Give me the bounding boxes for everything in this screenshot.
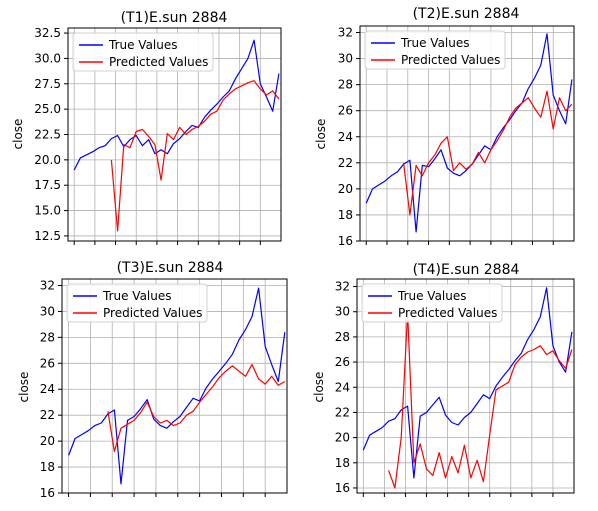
chart-1-y-tick-label: 20.0 xyxy=(34,153,61,167)
chart-4-y-tick-label: 22 xyxy=(335,405,350,419)
chart-1-title: (T1)E.sun 2884 xyxy=(121,10,228,26)
chart-4-legend-box xyxy=(361,283,503,323)
chart-4-legend-label: Predicted Values xyxy=(398,306,497,320)
chart-2-axes-frame xyxy=(359,25,575,242)
chart-3-series-true-line xyxy=(68,287,286,485)
chart-4-y-axis-label: close xyxy=(312,372,326,403)
chart-1-series-true-line xyxy=(73,39,280,171)
chart-3-axes-frame xyxy=(61,278,288,494)
chart-3-legend-label: Predicted Values xyxy=(103,306,202,320)
chart-3-y-tick-label: 26 xyxy=(40,356,55,370)
chart-1-y-tick-label: 32.5 xyxy=(34,26,61,40)
chart-2-y-tick-label: 24 xyxy=(338,130,353,144)
chart-1-y-axis-label: close xyxy=(11,119,25,150)
chart-2-legend-box xyxy=(364,30,506,70)
chart-1-legend-box xyxy=(72,32,214,72)
chart-2-y-tick-label: 28 xyxy=(338,78,353,92)
chart-1-legend-label: Predicted Values xyxy=(109,55,208,69)
chart-1-y-tick-label: 22.5 xyxy=(34,128,61,142)
chart-3-y-tick-label: 32 xyxy=(40,278,55,292)
chart-4-series-true-line xyxy=(362,287,573,479)
chart-2-y-tick-label: 26 xyxy=(338,104,353,118)
chart-1-series-predicted-line xyxy=(110,80,280,232)
chart-2-legend-label: Predicted Values xyxy=(401,53,500,67)
chart-1-y-tick-label: 30.0 xyxy=(34,51,61,65)
chart-4-axes-frame xyxy=(356,278,575,494)
chart-3-y-tick-label: 20 xyxy=(40,434,55,448)
chart-4-legend-label: True Values xyxy=(397,289,467,303)
chart-3-y-tick-label: 30 xyxy=(40,304,55,318)
chart-3-title: (T3)E.sun 2884 xyxy=(117,260,224,276)
chart-1-axes-frame xyxy=(67,27,282,242)
chart-2-y-axis-label: close xyxy=(314,119,328,150)
chart-4-y-tick-label: 26 xyxy=(335,355,350,369)
chart-3-legend: True Values Predicted Values xyxy=(66,283,208,323)
chart-3-legend-label: True Values xyxy=(102,289,172,303)
chart-4-y-tick-label: 24 xyxy=(335,380,350,394)
chart-1-y-tick-label: 25.0 xyxy=(34,102,61,116)
chart-2-y-tick-label: 18 xyxy=(338,208,353,222)
chart-3-y-axis-label: close xyxy=(17,372,31,403)
chart-4-title: (T4)E.sun 2884 xyxy=(413,262,520,278)
chart-2-y-tick-label: 30 xyxy=(338,52,353,66)
chart-1-y-tick-label: 27.5 xyxy=(34,77,61,91)
chart-4-y-tick-label: 18 xyxy=(335,456,350,470)
chart-1-y-tick-label: 12.5 xyxy=(34,229,61,243)
chart-4-series-predicted-line xyxy=(388,312,573,489)
chart-3-series-predicted-line xyxy=(107,364,286,453)
chart-1-legend-label: True Values xyxy=(108,38,178,52)
chart-1-legend: True Values Predicted Values xyxy=(72,32,214,72)
chart-2-y-tick-label: 16 xyxy=(338,234,353,248)
chart-2: 16 18 20 22 24 26 28 30 32 (T2)E.sun 2884 close Tru… xyxy=(314,6,575,248)
chart-1-y-tick-label: 17.5 xyxy=(34,178,61,192)
chart-4-y-tick-label: 30 xyxy=(335,305,350,319)
chart-2-y-tick-label: 20 xyxy=(338,182,353,196)
chart-1: 12.5 15.0 17.5 20.0 22.5 25.0 27.5 30.0 32.5 (T1)… xyxy=(11,10,282,245)
chart-4-y-tick-label: 28 xyxy=(335,330,350,344)
chart-3-y-tick-label: 22 xyxy=(40,408,55,422)
chart-3-y-tick-label: 24 xyxy=(40,382,55,396)
chart-3: 16 18 20 22 24 26 28 30 32 (T3)E.sun 2884 close Tru… xyxy=(17,260,288,500)
chart-2-legend: True Values Predicted Values xyxy=(364,30,506,70)
chart-2-y-tick-label: 32 xyxy=(338,26,353,40)
chart-4-y-tick-label: 32 xyxy=(335,280,350,294)
chart-2-y-tick-label: 22 xyxy=(338,156,353,170)
chart-4-legend: True Values Predicted Values xyxy=(361,283,503,323)
chart-1-y-tick-label: 15.0 xyxy=(34,204,61,218)
chart-4: 16 18 20 22 24 26 28 30 32 (T4)E.sun 2884 close Tru… xyxy=(312,262,575,497)
chart-2-legend-label: True Values xyxy=(400,36,470,50)
chart-3-y-tick-label: 28 xyxy=(40,330,55,344)
chart-2-title: (T2)E.sun 2884 xyxy=(413,6,520,22)
chart-3-legend-box xyxy=(66,283,208,323)
chart-2-series-predicted-line xyxy=(403,90,573,216)
chart-3-y-tick-label: 18 xyxy=(40,460,55,474)
chart-4-y-tick-label: 16 xyxy=(335,481,350,495)
chart-3-y-tick-label: 16 xyxy=(40,486,55,500)
chart-4-y-tick-label: 20 xyxy=(335,431,350,445)
